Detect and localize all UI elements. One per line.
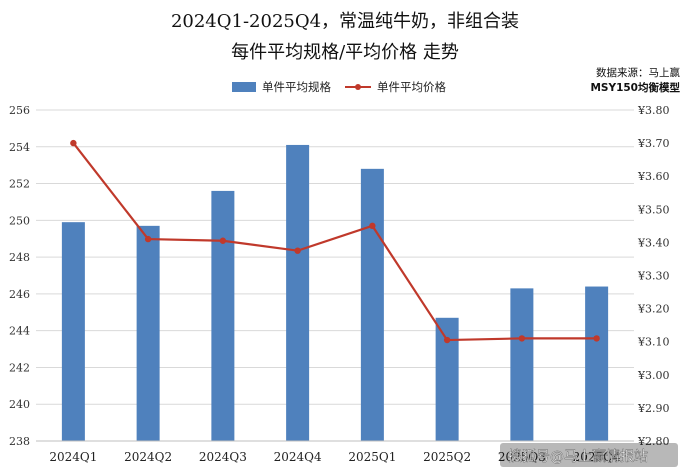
chart-title-line2: 每件平均规格/平均价格 走势 (231, 42, 459, 63)
legend-swatch-bar (232, 82, 256, 92)
x-tick-label: 2025Q2 (423, 450, 471, 464)
bar (286, 144, 310, 441)
y-right-tick-label: ¥2.90 (637, 402, 670, 415)
y-right-tick-label: ¥3.70 (637, 137, 670, 150)
y-right-tick-label: ¥2.80 (637, 435, 670, 448)
bar (136, 225, 160, 441)
y-right-tick-label: ¥3.00 (637, 369, 670, 382)
x-tick-label: 2025Q1 (348, 450, 396, 464)
line-path (72, 142, 597, 342)
legend: 单件平均规格 单件平均价格 (232, 80, 446, 94)
y-right-tick-label: ¥3.20 (637, 303, 670, 316)
legend-label-bar: 单件平均规格 (262, 80, 331, 94)
source-line2: MSY150均衡模型 (590, 81, 680, 94)
y-left-tick-label: 238 (9, 435, 30, 448)
x-tick-label: 2024Q2 (124, 450, 172, 464)
x-tick-label: 2025Q4 (573, 450, 621, 464)
watermark-backdrop (500, 443, 678, 467)
watermark-text: 搜狐号@马上赢情报站 (508, 448, 648, 465)
line-point (593, 335, 600, 342)
bar (510, 288, 534, 441)
y-left-tick-label: 256 (9, 104, 30, 117)
y-right-tick-label: ¥3.40 (637, 236, 670, 249)
line-point (443, 336, 451, 344)
gridlines (36, 109, 634, 442)
bar (585, 286, 609, 441)
bar (360, 168, 384, 441)
bar (61, 222, 85, 441)
y-right-tick-label: ¥3.10 (637, 336, 670, 349)
y-left-tick-label: 244 (9, 325, 30, 338)
y-left-tick-label: 250 (9, 214, 30, 227)
line-point (518, 335, 526, 342)
source-line1: 数据来源：马上赢 (596, 66, 680, 79)
y-left-tick-label: 242 (9, 361, 30, 374)
y-axis-left: 238 240 242 244 246 248 250 252 254 256 (9, 104, 30, 448)
y-left-tick-label: 240 (9, 398, 30, 411)
y-right-tick-label: ¥3.80 (637, 104, 670, 117)
x-axis: 2024Q1 2024Q2 2024Q3 2024Q4 2025Q1 2025Q2 2025… (36, 440, 634, 464)
line-series (70, 139, 600, 344)
y-right-tick-label: ¥3.30 (637, 270, 670, 283)
bar-series (61, 144, 609, 441)
line-point (294, 247, 301, 254)
y-left-tick-label: 252 (9, 178, 30, 191)
bar (435, 317, 459, 441)
line-point (369, 222, 376, 230)
watermark: 搜狐号@马上赢情报站 (500, 443, 678, 467)
y-right-tick-label: ¥3.60 (637, 170, 670, 183)
line-point (219, 237, 227, 244)
line-point (144, 235, 152, 243)
y-left-tick-label: 246 (9, 288, 30, 301)
chart-title-line1: 2024Q1-2025Q4，常温纯牛奶，非组合装 (171, 11, 519, 32)
x-tick-label: 2024Q4 (274, 450, 322, 464)
y-axis-right: ¥2.80 ¥2.90 ¥3.00 ¥3.10 ¥3.20 ¥3.30 ¥3.40 ¥3.50… (637, 104, 670, 448)
y-left-tick-label: 254 (9, 141, 30, 154)
x-tick-label: 2025Q3 (498, 450, 546, 464)
line-point (70, 139, 77, 147)
y-left-tick-label: 248 (9, 251, 30, 264)
x-tick-label: 2024Q1 (49, 450, 97, 464)
bar (211, 190, 235, 441)
legend-label-line: 单件平均价格 (377, 80, 446, 94)
legend-swatch-marker (355, 84, 361, 90)
x-tick-label: 2024Q3 (199, 450, 247, 464)
y-right-tick-label: ¥3.50 (637, 203, 670, 216)
